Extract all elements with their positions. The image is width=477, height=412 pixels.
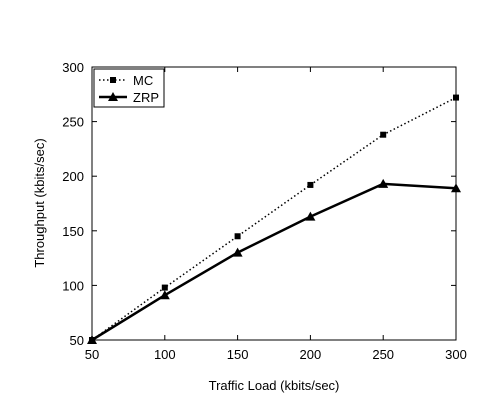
legend-label-zrp: ZRP xyxy=(133,90,159,105)
y-tick-label: 150 xyxy=(62,224,84,239)
data-point-zrp xyxy=(305,211,316,221)
series-layer xyxy=(87,94,461,344)
y-tick-label: 200 xyxy=(62,169,84,184)
legend-label-mc: MC xyxy=(133,73,153,88)
y-tick-label: 300 xyxy=(62,60,84,75)
x-tick-label: 250 xyxy=(372,347,394,362)
data-point-zrp xyxy=(378,178,389,188)
x-tick-label: 300 xyxy=(445,347,467,362)
x-axis-label: Traffic Load (kbits/sec) xyxy=(209,378,340,393)
data-point-mc xyxy=(161,284,168,291)
x-tick-label: 100 xyxy=(154,347,176,362)
legend-marker-mc xyxy=(110,77,116,83)
legend-marker-zrp xyxy=(108,92,118,101)
data-point-zrp xyxy=(232,247,243,257)
data-point-zrp xyxy=(159,290,170,300)
x-tick-label: 150 xyxy=(227,347,249,362)
data-point-mc xyxy=(453,94,459,101)
data-point-zrp xyxy=(451,183,461,193)
data-point-mc xyxy=(234,233,241,240)
plot-area-frame xyxy=(91,66,457,341)
y-axis-label: Throughput (kbits/sec) xyxy=(32,138,47,267)
series-line-zrp xyxy=(91,182,457,342)
x-tick-label: 50 xyxy=(85,347,99,362)
y-tick-label: 50 xyxy=(70,333,84,348)
x-axis: 50 100 150 200 250 300 xyxy=(85,67,467,362)
y-tick-label: 250 xyxy=(62,115,84,130)
x-tick-label: 200 xyxy=(300,347,322,362)
legend: MC ZRP xyxy=(93,68,165,108)
y-tick-label: 100 xyxy=(62,278,84,293)
series-line-mc xyxy=(91,96,457,341)
legend-box xyxy=(93,68,165,108)
data-point-mc xyxy=(380,131,387,138)
data-point-mc xyxy=(307,181,314,188)
data-point-mc xyxy=(89,337,95,343)
